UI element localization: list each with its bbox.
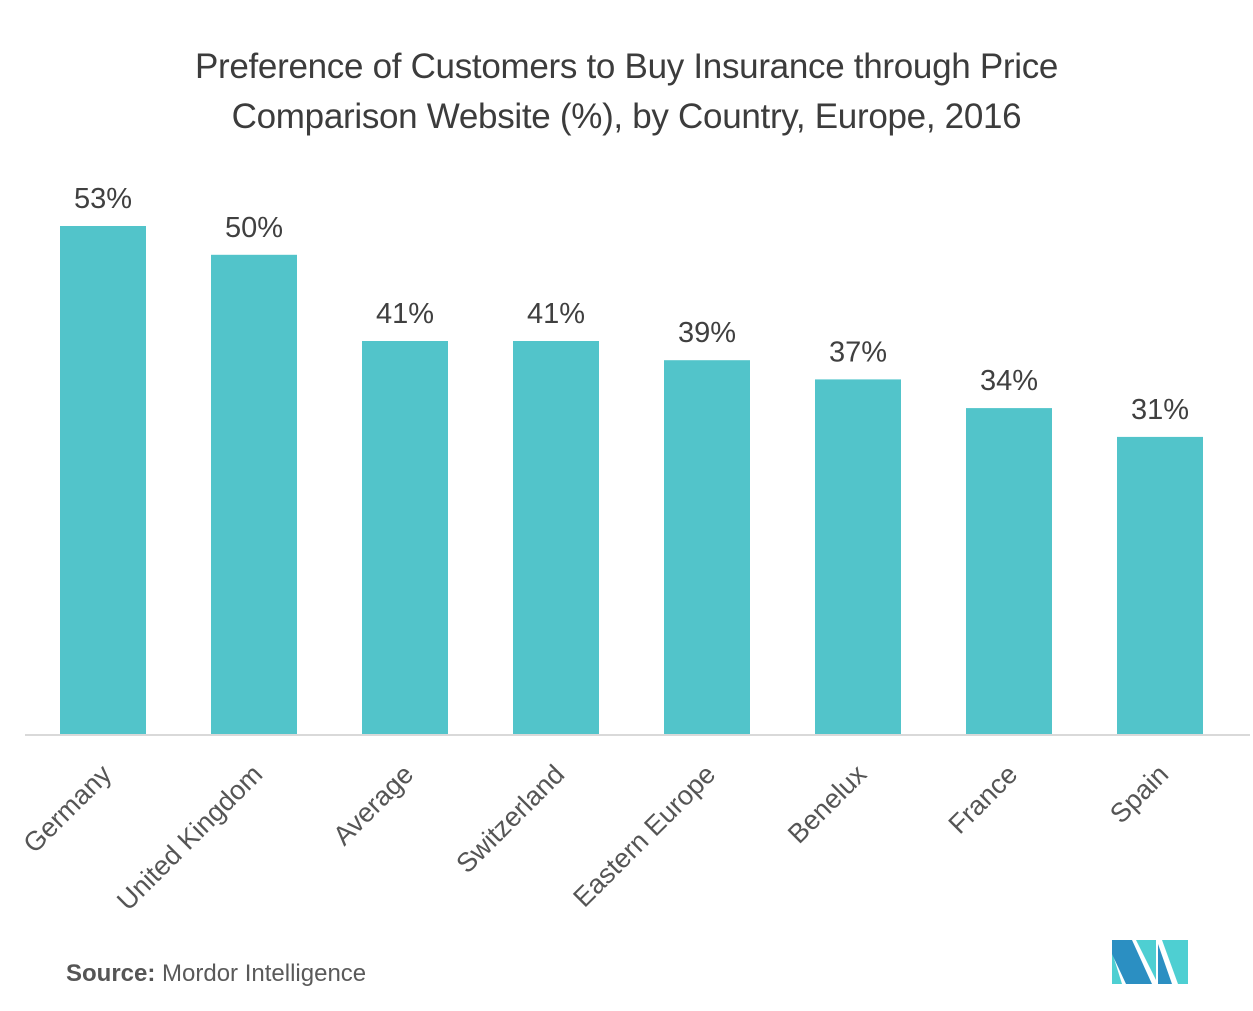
bar-switzerland: [513, 341, 599, 734]
category-label-eastern-europe: Eastern Europe: [567, 759, 721, 913]
bar-benelux: [815, 379, 901, 734]
category-label-spain: Spain: [1104, 759, 1174, 829]
category-label-france: France: [943, 759, 1024, 840]
source-note: Source: Mordor Intelligence: [66, 960, 366, 988]
category-label-switzerland: Switzerland: [450, 759, 570, 879]
value-label-germany: 53%: [74, 183, 132, 215]
category-label-benelux: Benelux: [782, 759, 873, 850]
value-label-united-kingdom: 50%: [225, 212, 283, 244]
bar-average: [362, 341, 448, 734]
bars-group: [60, 226, 1203, 735]
value-label-switzerland: 41%: [527, 298, 585, 330]
value-label-average: 41%: [376, 298, 434, 330]
logo-left-light-shard: [1112, 952, 1122, 984]
logo-right-dark-shard: [1158, 944, 1172, 984]
mordor-intelligence-logo-icon: [1112, 940, 1188, 984]
category-label-germany: Germany: [18, 759, 118, 859]
value-label-france: 34%: [980, 365, 1038, 397]
source-label: Source:: [66, 960, 156, 987]
chart-title-line-1: Preference of Customers to Buy Insurance…: [194, 47, 1059, 86]
bar-united-kingdom: [211, 254, 297, 735]
value-label-benelux: 37%: [829, 336, 887, 368]
bar-spain: [1117, 436, 1203, 734]
value-label-spain: 31%: [1131, 394, 1189, 426]
category-label-average: Average: [327, 759, 419, 851]
value-labels-group: 53% 50% 41% 41% 39% 37% 34% 31%: [74, 183, 1189, 426]
logo-left-dark-shard: [1112, 940, 1152, 984]
bar-eastern-europe: [664, 360, 750, 734]
category-label-united-kingdom: United Kingdom: [111, 759, 268, 916]
chart-title: Preference of Customers to Buy Insurance…: [0, 42, 1253, 142]
bar-germany: [60, 226, 146, 734]
value-label-eastern-europe: 39%: [678, 317, 736, 349]
logo-right-light-shard: [1162, 940, 1188, 984]
source-value: Mordor Intelligence: [162, 960, 367, 987]
logo-mid-light-shard: [1136, 940, 1156, 980]
chart-title-line-2: Comparison Website (%), by Country, Euro…: [231, 97, 1022, 136]
bar-france: [966, 408, 1052, 734]
